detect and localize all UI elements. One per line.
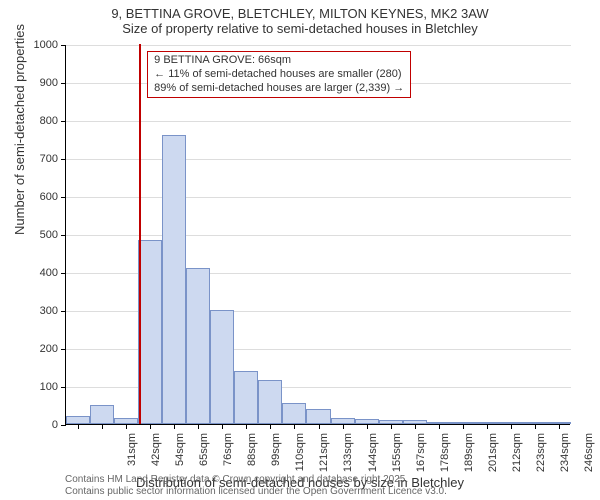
histogram-bar [138, 240, 162, 424]
y-tick [61, 273, 66, 274]
y-tick [61, 349, 66, 350]
x-tick [439, 424, 440, 429]
x-tick [150, 424, 151, 429]
annotation-line1: 9 BETTINA GROVE: 66sqm [154, 54, 404, 68]
reference-line [139, 44, 141, 424]
y-tick [61, 159, 66, 160]
gridline [66, 235, 571, 236]
gridline [66, 121, 571, 122]
y-tick [61, 83, 66, 84]
x-tick [270, 424, 271, 429]
x-tick [174, 424, 175, 429]
y-tick-label: 0 [52, 419, 58, 431]
y-tick-label: 100 [40, 381, 58, 393]
y-tick-label: 900 [40, 77, 58, 89]
x-tick [559, 424, 560, 429]
y-tick-label: 700 [40, 153, 58, 165]
plot-area: 010020030040050060070080090010009 BETTIN… [65, 45, 570, 425]
gridline [66, 197, 571, 198]
histogram-bar [90, 405, 114, 424]
chart-title: 9, BETTINA GROVE, BLETCHLEY, MILTON KEYN… [0, 0, 600, 38]
footer-line-1: Contains HM Land Registry data © Crown c… [65, 474, 447, 486]
y-tick [61, 45, 66, 46]
x-tick [222, 424, 223, 429]
histogram-bar [234, 371, 258, 424]
footer-attribution: Contains HM Land Registry data © Crown c… [65, 474, 447, 498]
x-tick [78, 424, 79, 429]
histogram-bar [306, 409, 330, 424]
y-tick-label: 500 [40, 229, 58, 241]
x-tick [415, 424, 416, 429]
gridline [66, 45, 571, 46]
x-tick [126, 424, 127, 429]
y-tick [61, 121, 66, 122]
gridline [66, 159, 571, 160]
x-tick [535, 424, 536, 429]
x-tick [319, 424, 320, 429]
x-tick [198, 424, 199, 429]
title-line-1: 9, BETTINA GROVE, BLETCHLEY, MILTON KEYN… [0, 6, 600, 21]
histogram-bar [162, 135, 186, 424]
y-tick [61, 235, 66, 236]
x-tick [246, 424, 247, 429]
x-tick [463, 424, 464, 429]
y-tick-label: 300 [40, 305, 58, 317]
y-tick-label: 400 [40, 267, 58, 279]
y-tick [61, 197, 66, 198]
chart-plot-area: 010020030040050060070080090010009 BETTIN… [65, 45, 570, 425]
y-tick-label: 800 [40, 115, 58, 127]
y-tick [61, 387, 66, 388]
x-tick [294, 424, 295, 429]
histogram-bar [210, 310, 234, 424]
annotation-line2: ← 11% of semi-detached houses are smalle… [154, 68, 404, 82]
y-tick-label: 600 [40, 191, 58, 203]
x-tick [102, 424, 103, 429]
histogram-bar [282, 403, 306, 424]
x-tick [487, 424, 488, 429]
x-tick [343, 424, 344, 429]
y-tick [61, 425, 66, 426]
y-tick-label: 1000 [34, 39, 58, 51]
x-tick [367, 424, 368, 429]
x-tick [511, 424, 512, 429]
x-tick [391, 424, 392, 429]
histogram-bar [66, 416, 90, 424]
histogram-bar [258, 380, 282, 424]
annotation-line3: 89% of semi-detached houses are larger (… [154, 82, 404, 96]
annotation-box: 9 BETTINA GROVE: 66sqm← 11% of semi-deta… [147, 51, 411, 98]
footer-line-2: Contains public sector information licen… [65, 486, 447, 498]
histogram-bar [186, 268, 210, 424]
y-axis-label: Number of semi-detached properties [12, 24, 27, 235]
title-line-2: Size of property relative to semi-detach… [0, 21, 600, 36]
y-tick [61, 311, 66, 312]
y-tick-label: 200 [40, 343, 58, 355]
